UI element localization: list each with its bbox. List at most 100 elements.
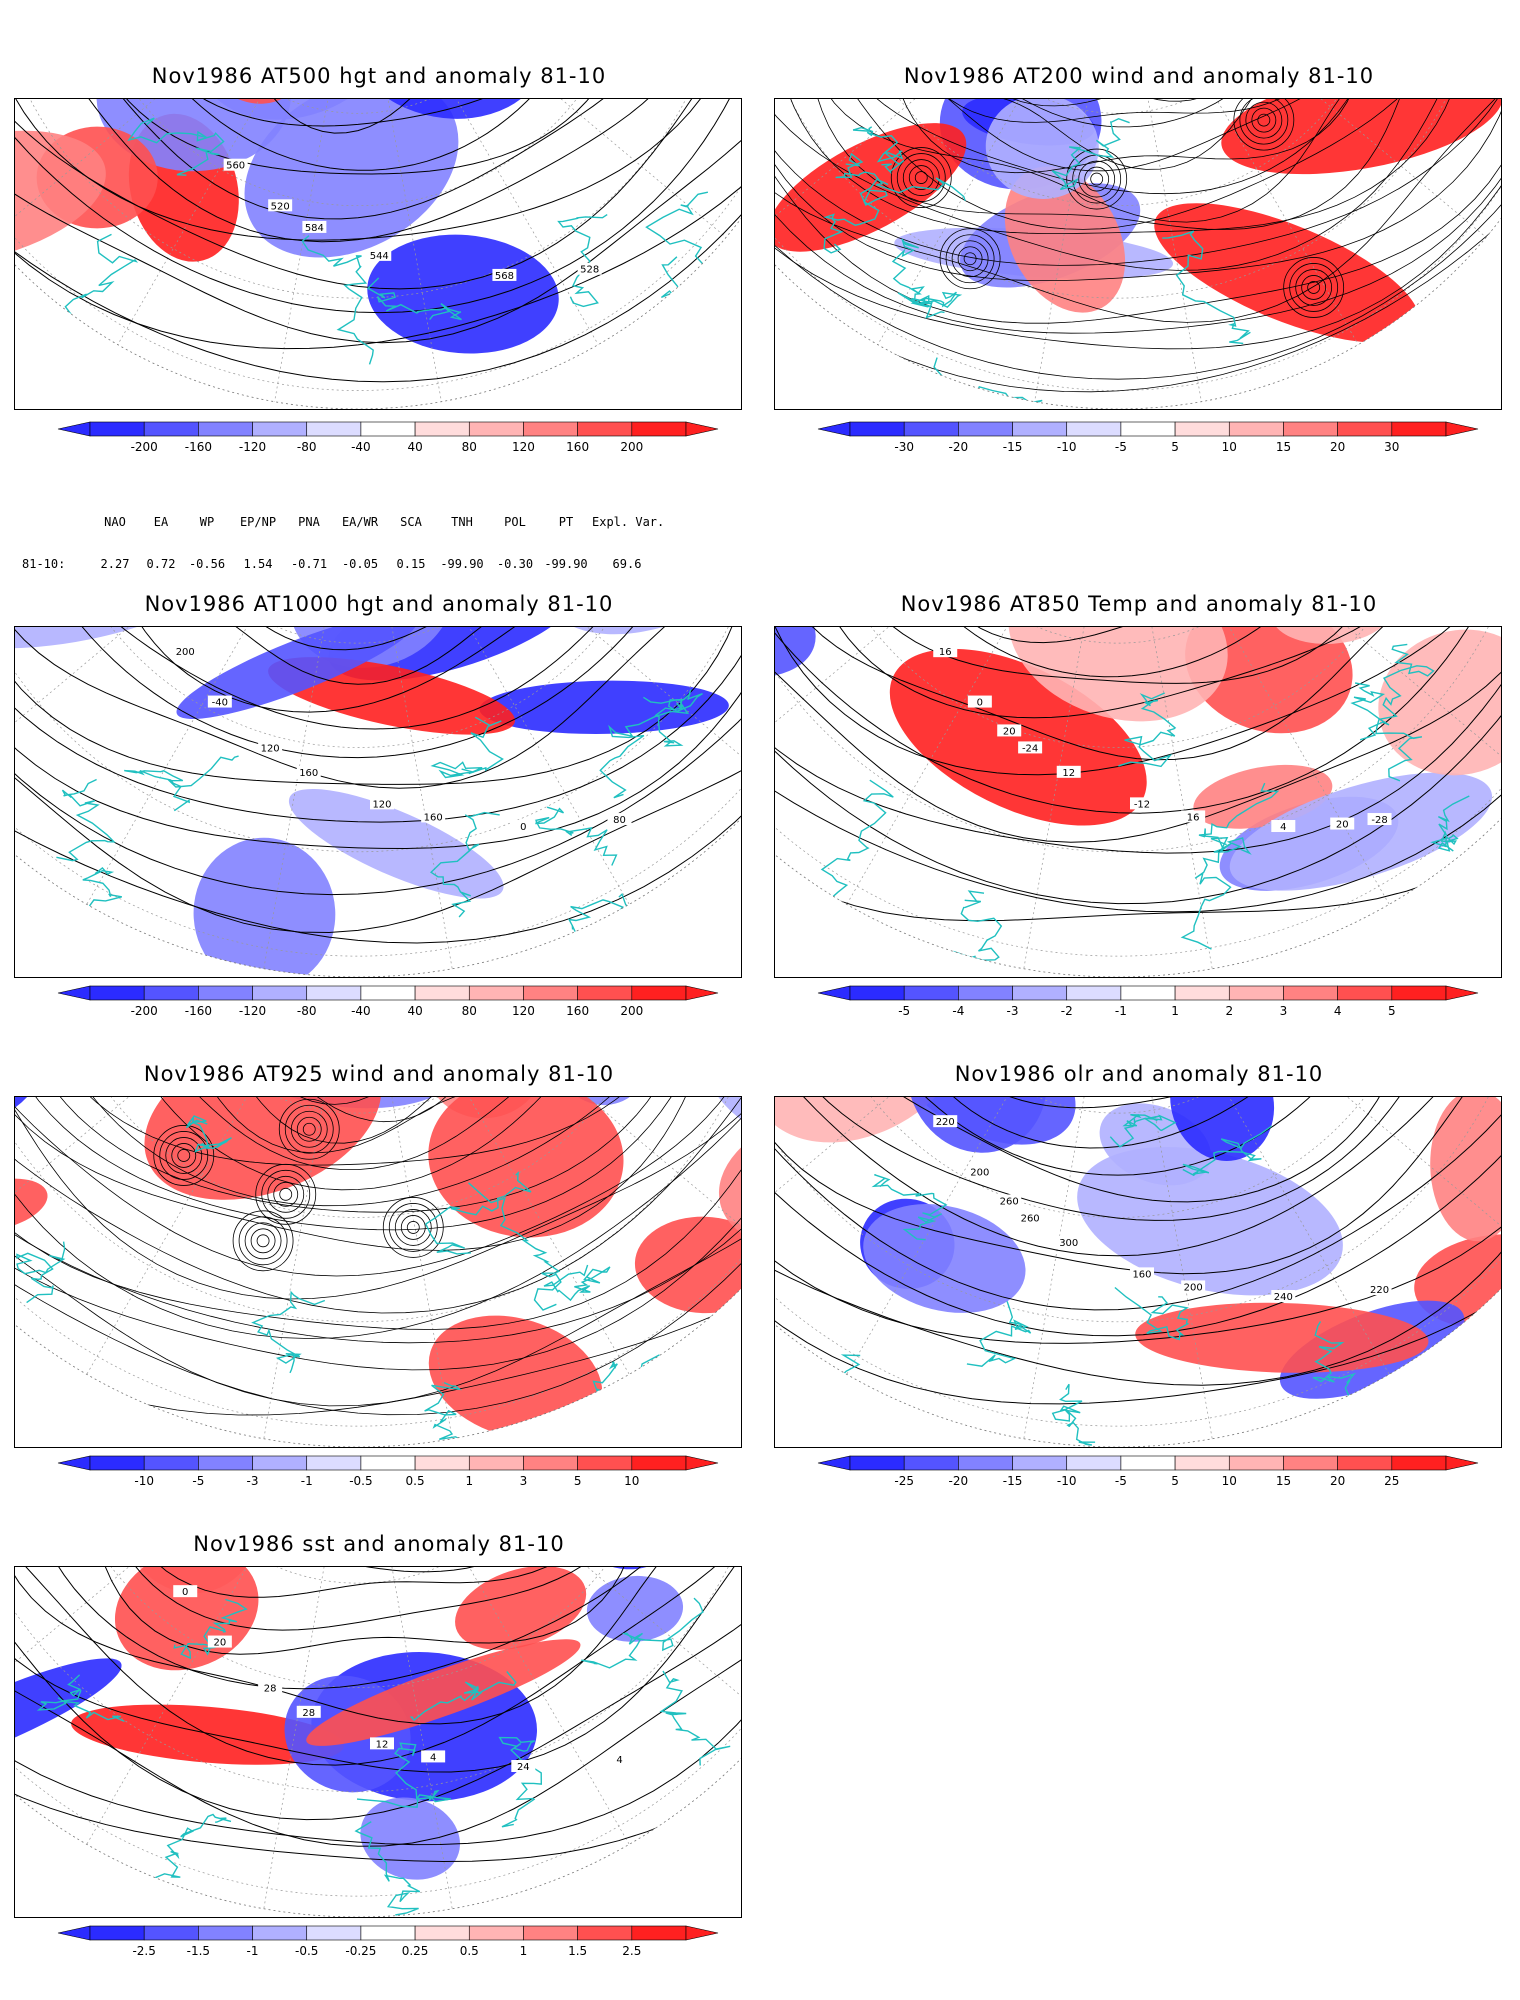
colorbar-tick-label: -5: [1115, 440, 1127, 454]
contour-line: [15, 1567, 741, 1821]
coastline: [251, 1290, 326, 1374]
coastline: [1350, 682, 1423, 782]
colorbar-tick-label: 2: [1225, 1004, 1233, 1018]
contour-label-background: [511, 1760, 536, 1773]
colorbar-tick-label: 0.5: [406, 1474, 425, 1488]
contour-line: [775, 627, 1501, 922]
longitude-grid-line: [877, 99, 1119, 345]
colorbar-segment: [1120, 985, 1176, 1001]
contour-label-background: [421, 1750, 446, 1763]
colorbar-tick-label: 80: [462, 440, 477, 454]
colorbar-arrow-right: [1445, 421, 1479, 437]
contour-label-background: [1056, 1235, 1081, 1248]
longitude-grid-line: [357, 99, 727, 238]
colorbar-segment: [252, 1455, 308, 1471]
panel-temp850: Nov1986 AT850 Temp and anomaly 81-10 -24…: [774, 588, 1504, 1018]
circulation-center: [232, 1210, 294, 1272]
circulation-center: [177, 1149, 191, 1162]
colorbar-segment: [1066, 985, 1122, 1001]
contour-label-background: [1367, 1283, 1392, 1296]
circulation-center: [382, 1197, 444, 1258]
colorbar-tick-label: -120: [239, 440, 266, 454]
contour-label-background: [1129, 1267, 1154, 1280]
contour-label-background: [268, 199, 293, 212]
map-svg: 28 4 12 20 24 28 0 4: [15, 1567, 741, 1917]
colorbar-tick-label: -1: [247, 1944, 259, 1958]
anomaly-shading: [288, 788, 504, 899]
contour-line: [775, 1097, 1501, 1337]
teleconnection-value: -0.05: [341, 557, 379, 571]
contour-label: 160: [299, 768, 318, 779]
anomaly-shading: [553, 627, 741, 635]
colorbar-tick-label: -0.5: [295, 1944, 318, 1958]
coastline: [185, 1115, 232, 1153]
colorbar-segment: [306, 421, 362, 437]
contour-label-background: [607, 813, 632, 826]
colorbar-tick-label: 5: [1388, 1004, 1396, 1018]
circulation-center: [1233, 99, 1295, 151]
circulation-center: [171, 1143, 197, 1168]
latitude-grid-line: [775, 1097, 1501, 1323]
contour-label-background: [967, 1165, 992, 1178]
coastline: [911, 291, 963, 319]
coastline: [356, 1742, 452, 1808]
latitude-grid-line: [15, 99, 741, 391]
colorbar-tick-label: -25: [894, 1474, 914, 1488]
contour-label-background: [511, 820, 536, 833]
contour-label-background: [1367, 813, 1392, 826]
colorbar-segment: [1228, 985, 1284, 1001]
colorbar-segment: [252, 1925, 308, 1941]
panel-hgt1000: Nov1986 AT1000 hgt and anomaly 81-10 120…: [14, 588, 744, 1018]
colorbar-tick-label: 120: [512, 440, 535, 454]
latitude-grid-line: [15, 627, 741, 853]
colorbar-svg: -200 -160 -120 -80 -40 40 80 120 160 200: [57, 421, 719, 454]
contour-label: 0: [977, 698, 983, 709]
contour-line: [899, 627, 1358, 644]
colorbar-segment: [360, 985, 416, 1001]
contour-line: [775, 1097, 1501, 1405]
coastline: [891, 238, 933, 308]
colorbar-tick-label: 1.5: [568, 1944, 587, 1958]
coastline: [1162, 230, 1251, 345]
contour-line: [804, 627, 1476, 719]
contour-label: 220: [936, 1117, 955, 1128]
anomaly-shading: [15, 1178, 48, 1232]
contour-line: [111, 627, 596, 651]
colorbar-tick-label: -160: [185, 440, 212, 454]
contour-label: -28: [1371, 815, 1387, 826]
contour-line: [124, 99, 580, 134]
longitude-grid-line: [1023, 1097, 1119, 1439]
coastline: [56, 778, 116, 862]
streamline: [65, 1097, 665, 1191]
colorbar-segment: [414, 1925, 470, 1941]
map-wind200: [774, 98, 1502, 410]
circulation-center: [1301, 275, 1327, 300]
contour-label-background: [607, 1753, 632, 1766]
contour-label: 20: [1003, 726, 1016, 737]
contour-line: [123, 99, 606, 127]
colorbar-segment: [306, 1455, 362, 1471]
contour-label: 584: [305, 223, 324, 234]
circulation-center: [939, 228, 1001, 290]
anomaly-shading: [775, 123, 967, 252]
colorbar-tick-label: -1: [301, 1474, 313, 1488]
colorbar-segment: [1174, 421, 1230, 437]
colorbar-segment: [468, 1455, 524, 1471]
streamline: [15, 1097, 730, 1231]
colorbar-tick-label: 160: [566, 440, 589, 454]
contour-line: [15, 627, 741, 850]
teleconnection-header: WP: [199, 515, 215, 529]
longitude-grid-line: [263, 627, 359, 969]
colorbar-tick-label: -160: [185, 1004, 212, 1018]
streamline: [15, 1097, 741, 1339]
map-sst: 28 4 12 20 24 28 0 4: [14, 1566, 742, 1918]
circulation-center: [1078, 160, 1116, 198]
colorbar-arrow-left: [817, 1455, 851, 1471]
colorbar-tick-label: 40: [407, 1004, 422, 1018]
map-temp850: -24 -28 -12 0 4 12 16 16 20 20: [774, 626, 1502, 978]
longitude-grid-line: [86, 1097, 359, 1375]
coastline: [1051, 1383, 1096, 1446]
map-svg: [15, 1097, 741, 1447]
colorbar-segment: [1391, 421, 1447, 437]
circulation-center: [890, 147, 952, 208]
